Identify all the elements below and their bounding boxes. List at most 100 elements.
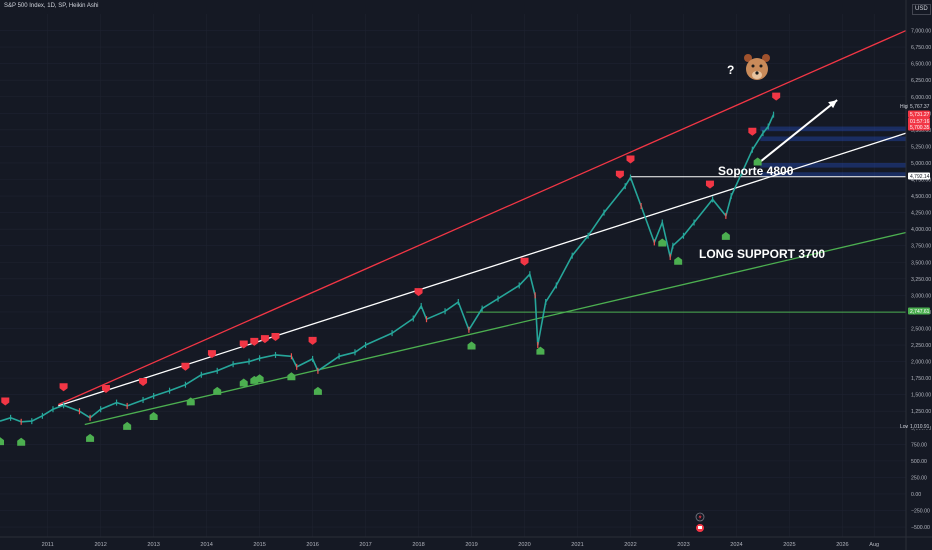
y-tick-label: −250.00 [911, 509, 930, 515]
x-tick-label: 2018 [412, 542, 424, 548]
x-tick-label: 2015 [253, 542, 265, 548]
y-tick-label: 0.00 [911, 492, 921, 498]
y-tick-label: 2,000.00 [911, 360, 931, 366]
price-series-line [0, 114, 775, 423]
x-tick-label: 2025 [783, 542, 795, 548]
zone-band [760, 162, 906, 168]
price-tag-value: 01:57:16 [910, 119, 930, 125]
price-tag-box [908, 110, 930, 118]
price-tag-label: High [900, 104, 911, 110]
zone-band [760, 126, 906, 132]
sell-signal-marker [181, 362, 190, 371]
bottom-icons [695, 512, 705, 532]
x-tick-label: 2016 [306, 542, 318, 548]
sell-signal-marker [772, 92, 781, 101]
y-tick-label: 250.00 [911, 475, 927, 481]
y-tick-label: 4,750.00 [911, 178, 931, 184]
price-tag-value: 1,010.91 [910, 424, 930, 430]
x-tick-label: 2026 [836, 542, 848, 548]
sell-signal-marker [615, 170, 624, 179]
sell-signal-marker [1, 397, 10, 406]
y-tick-label: 6,000.00 [911, 95, 931, 101]
lightning-icon[interactable] [695, 512, 705, 522]
sell-signal-marker [250, 337, 259, 346]
x-tick-label: 2014 [200, 542, 212, 548]
price-tag-box [908, 307, 930, 315]
y-tick-label: 5,500.00 [911, 128, 931, 134]
y-tick-label: 5,000.00 [911, 161, 931, 167]
buy-signal-marker [255, 374, 264, 383]
x-tick-label: Aug [869, 542, 879, 548]
price-tag-label: Low [900, 424, 910, 430]
buy-signal-marker [149, 411, 158, 420]
price-tag-value: 2,747.61 [910, 309, 930, 315]
zone-band [760, 136, 906, 142]
sell-signal-marker [308, 336, 317, 345]
y-tick-label: 1,500.00 [911, 393, 931, 399]
price-tag-value: 4,792.14 [910, 174, 930, 180]
x-tick-label: 2013 [147, 542, 159, 548]
sell-signal-marker [626, 155, 635, 164]
y-tick-label: 3,250.00 [911, 277, 931, 283]
buy-signal-marker [674, 256, 683, 265]
target-arrow-head [828, 100, 838, 109]
y-tick-label: 6,250.00 [911, 78, 931, 84]
chart-title: S&P 500 Index, 1D, SP, Heikin Ashi [4, 3, 99, 9]
y-tick-label: 3,000.00 [911, 293, 931, 299]
buy-signal-marker [753, 157, 762, 166]
y-tick-label: 1,750.00 [911, 376, 931, 382]
x-tick-label: 2012 [94, 542, 106, 548]
buy-signal-marker [186, 397, 195, 406]
sell-signal-marker [260, 335, 269, 344]
sell-signal-marker [207, 350, 216, 359]
y-tick-label: 4,000.00 [911, 227, 931, 233]
price-tag-value: 5,700.35 [910, 125, 930, 131]
y-tick-label: 6,500.00 [911, 62, 931, 68]
buy-signal-marker [658, 238, 667, 247]
buy-signal-marker [313, 386, 322, 395]
y-tick-label: −500.00 [911, 525, 930, 531]
buy-signal-marker [213, 386, 222, 395]
x-tick-label: 2021 [571, 542, 583, 548]
x-tick-label: 2024 [730, 542, 742, 548]
currency-label[interactable]: USD [912, 4, 931, 15]
x-tick-label: 2011 [42, 542, 54, 548]
bear-face-icon [744, 54, 770, 80]
y-tick-label: 750.00 [911, 442, 927, 448]
zone-band [760, 172, 906, 177]
sell-signal-marker [271, 332, 280, 341]
buy-signal-marker [536, 346, 545, 355]
y-tick-label: 6,750.00 [911, 45, 931, 51]
buy-signal-marker [17, 437, 26, 446]
price-tag-box [908, 123, 930, 131]
soporte-label: Soporte 4800 [718, 164, 794, 178]
long-support-label: LONG SUPPORT 3700 [699, 247, 825, 261]
y-tick-label: 4,250.00 [911, 211, 931, 217]
event-flag-icon[interactable] [696, 524, 704, 532]
sell-signal-marker [748, 127, 757, 136]
x-tick-label: 2023 [677, 542, 689, 548]
x-tick-label: 2017 [359, 542, 371, 548]
price-tag-box [908, 422, 930, 430]
buy-signal-marker [721, 231, 730, 240]
y-tick-label: 2,250.00 [911, 343, 931, 349]
sell-signal-marker [101, 385, 110, 394]
buy-signal-marker [287, 372, 296, 381]
price-tag-box [908, 172, 930, 180]
support-line [84, 231, 907, 426]
x-tick-label: 2019 [465, 542, 477, 548]
y-tick-label: 3,500.00 [911, 260, 931, 266]
target-arrow [758, 99, 838, 164]
y-tick-label: 4,500.00 [911, 194, 931, 200]
sell-signal-marker [239, 340, 248, 349]
buy-signal-marker [239, 378, 248, 387]
y-tick-label: 5,250.00 [911, 144, 931, 150]
y-tick-label: 500.00 [911, 459, 927, 465]
sell-signal-marker [59, 383, 68, 392]
sell-signal-marker [414, 288, 423, 297]
sell-signal-marker [139, 377, 148, 386]
buy-signal-marker [467, 341, 476, 350]
price-tag-value: 5,731.27 [910, 112, 930, 118]
